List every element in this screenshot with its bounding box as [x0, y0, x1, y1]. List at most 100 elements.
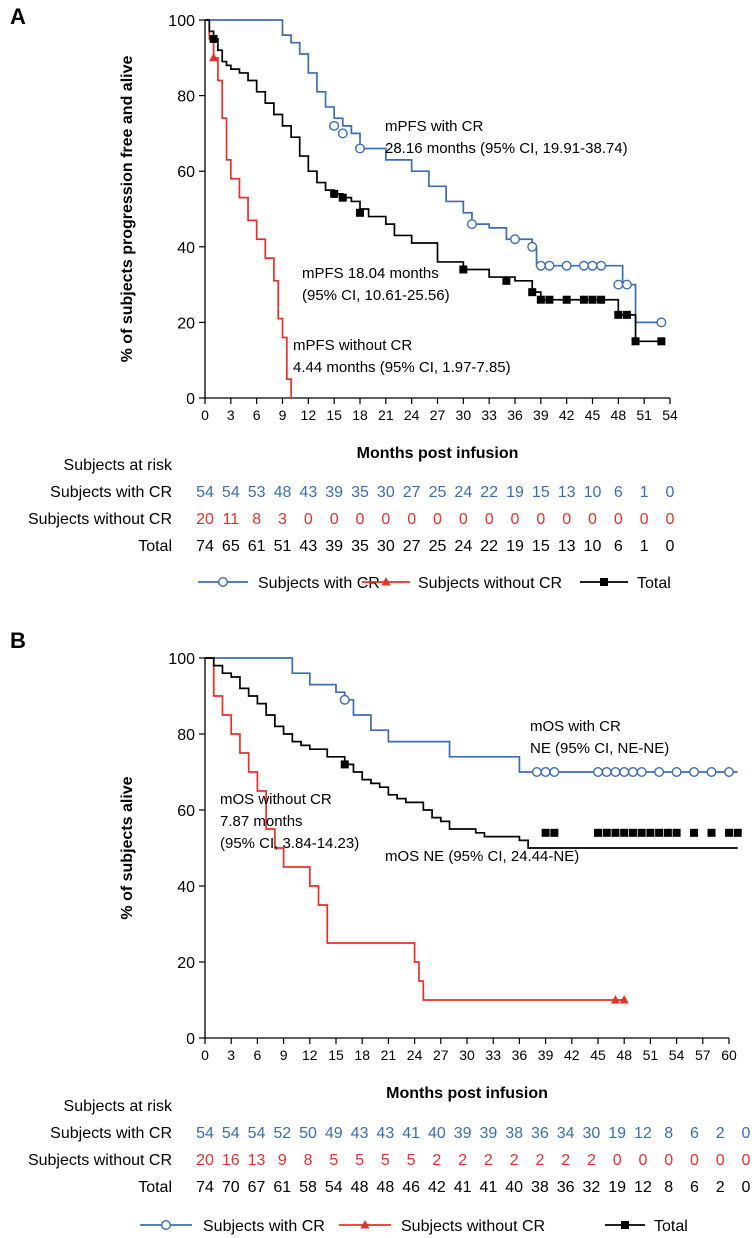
- x-tick-label: 42: [564, 1047, 580, 1063]
- censor-marker: [725, 828, 733, 837]
- x-tick-label: 24: [407, 1047, 423, 1063]
- risk-cell: 0: [562, 511, 571, 528]
- risk-cell: 41: [402, 1125, 420, 1142]
- risk-cell: 13: [558, 484, 576, 501]
- censor-marker: [340, 760, 349, 769]
- y-axis-label: % of subjects progression free and alive: [119, 56, 136, 363]
- risk-cell: 38: [531, 1179, 549, 1196]
- x-tick-label: 45: [585, 407, 601, 423]
- risk-cell: 2: [458, 1152, 467, 1169]
- risk-cell: 0: [640, 511, 649, 528]
- risk-cell: 0: [356, 511, 365, 528]
- x-tick-label: 9: [279, 407, 287, 423]
- risk-cell: 25: [429, 484, 447, 501]
- x-tick-label: 45: [590, 1047, 606, 1063]
- legend-label: Total: [654, 1218, 688, 1235]
- legend-label: Subjects with CR: [203, 1218, 325, 1235]
- risk-cell: 54: [325, 1179, 343, 1196]
- x-tick-label: 18: [354, 1047, 370, 1063]
- risk-cell: 6: [614, 538, 623, 555]
- y-tick-label: 40: [177, 879, 195, 896]
- risk-cell: 5: [381, 1152, 390, 1169]
- censor-marker: [614, 310, 623, 319]
- risk-cell: 43: [376, 1125, 394, 1142]
- censor-marker: [562, 295, 571, 304]
- risk-cell: 19: [608, 1179, 626, 1196]
- risk-cell: 46: [402, 1179, 420, 1196]
- censor-marker: [620, 828, 629, 837]
- risk-cell: 8: [664, 1125, 673, 1142]
- x-tick-label: 36: [507, 407, 523, 423]
- x-tick-label: 12: [302, 1047, 318, 1063]
- censor-marker: [646, 828, 655, 837]
- legend-marker: [217, 577, 228, 588]
- x-tick-label: 0: [201, 1047, 209, 1063]
- censor-marker: [602, 828, 611, 837]
- risk-cell: 49: [325, 1125, 343, 1142]
- x-tick-label: 3: [227, 407, 235, 423]
- risk-cell: 0: [666, 538, 675, 555]
- risk-cell: 27: [403, 538, 421, 555]
- censor-marker: [631, 337, 640, 346]
- y-tick-label: 60: [177, 803, 195, 820]
- risk-cell: 12: [634, 1179, 652, 1196]
- y-axis-label: % of subjects alive: [119, 776, 136, 919]
- risk-cell: 58: [299, 1179, 317, 1196]
- series-subjects-with-cr: [205, 19, 667, 328]
- censor-marker: [459, 265, 468, 274]
- risk-cell: 0: [742, 1179, 751, 1196]
- legend-item: Subjects with CR: [140, 1218, 325, 1235]
- censor-marker: [549, 767, 560, 778]
- censor-marker: [656, 317, 667, 328]
- censor-marker: [613, 279, 624, 290]
- annotation-text: mOS without CR: [220, 791, 332, 808]
- risk-cell: 22: [480, 538, 498, 555]
- censor-marker: [541, 828, 550, 837]
- risk-cell: 10: [584, 484, 602, 501]
- risk-cell: 0: [407, 511, 416, 528]
- risk-cell: 51: [274, 538, 292, 555]
- censor-marker: [579, 295, 588, 304]
- risk-cell: 0: [330, 511, 339, 528]
- risk-cell: 25: [429, 538, 447, 555]
- series-subjects-without-cr: [205, 657, 629, 1004]
- legend-item: Subjects without CR: [339, 1218, 545, 1235]
- risk-cell: 5: [329, 1152, 338, 1169]
- x-tick-label: 27: [433, 1047, 449, 1063]
- risk-cell: 10: [584, 538, 602, 555]
- panel-label: B: [10, 628, 26, 653]
- legend-marker: [160, 1219, 171, 1230]
- y-tick-label: 80: [177, 727, 195, 744]
- legend-marker: [600, 578, 608, 586]
- risk-cell: 50: [299, 1125, 317, 1142]
- censor-marker: [627, 767, 638, 778]
- risk-cell: 53: [248, 484, 266, 501]
- censor-marker: [637, 828, 646, 837]
- censor-marker: [550, 828, 559, 837]
- x-tick-label: 0: [201, 407, 209, 423]
- survival-curve: [205, 19, 662, 343]
- annotation-text: mOS NE (95% CI, 24.44-NE): [385, 848, 579, 865]
- risk-cell: 3: [278, 511, 287, 528]
- annotation-text: 4.44 months (95% CI, 1.97-7.85): [293, 359, 511, 376]
- risk-cell: 48: [274, 484, 292, 501]
- risk-cell: 8: [252, 511, 261, 528]
- risk-cell: 38: [505, 1125, 523, 1142]
- risk-cell: 2: [432, 1152, 441, 1169]
- x-tick-label: 54: [662, 407, 678, 423]
- x-tick-label: 24: [404, 407, 420, 423]
- censor-marker: [655, 828, 664, 837]
- risk-cell: 48: [376, 1179, 394, 1196]
- risk-cell: 2: [535, 1152, 544, 1169]
- censor-marker: [527, 241, 538, 252]
- y-tick-label: 80: [177, 89, 195, 106]
- risk-cell: 0: [511, 511, 520, 528]
- risk-row-label: Total: [138, 1179, 172, 1196]
- y-tick-label: 100: [168, 651, 195, 668]
- risk-cell: 19: [608, 1125, 626, 1142]
- risk-cell: 11: [223, 511, 240, 528]
- risk-cell: 0: [536, 511, 545, 528]
- censor-marker: [536, 295, 545, 304]
- y-tick-label: 40: [177, 240, 195, 257]
- censor-marker: [636, 767, 647, 778]
